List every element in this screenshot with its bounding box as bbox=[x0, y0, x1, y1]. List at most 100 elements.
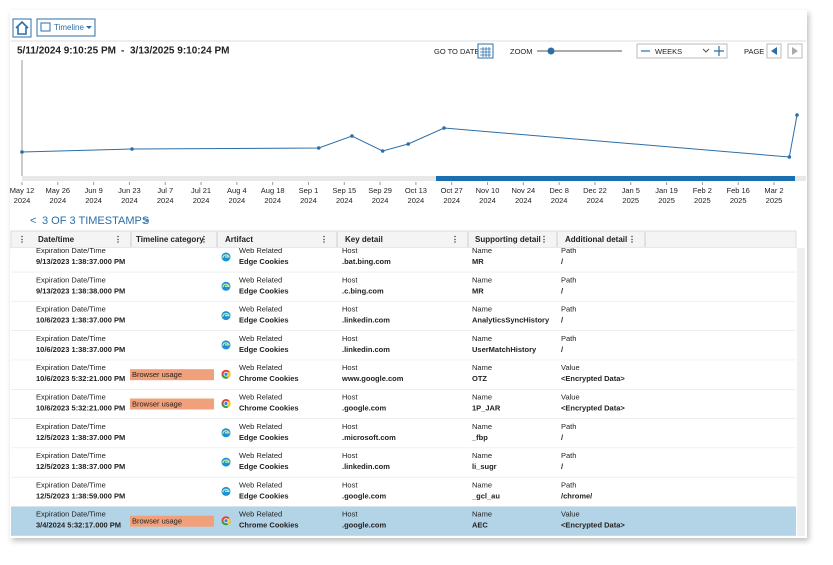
table-row[interactable]: Expiration Date/Time 3/4/2024 5:32:17.000… bbox=[11, 506, 796, 536]
cell-supporting: li_sugr bbox=[472, 462, 497, 471]
table-row[interactable]: Expiration Date/Time 10/6/2023 5:32:21.00… bbox=[11, 360, 796, 390]
page-label: PAGE bbox=[744, 47, 764, 56]
cell-artifact: Edge Cookies bbox=[239, 345, 289, 354]
cell-date: 9/13/2023 1:38:38.000 PM bbox=[36, 286, 125, 295]
x-tick-year: 2024 bbox=[479, 196, 496, 205]
cell-date-label: Expiration Date/Time bbox=[36, 305, 106, 314]
cell-key-label: Host bbox=[342, 305, 358, 314]
cell-key: .microsoft.com bbox=[342, 433, 396, 442]
cell-date-label: Expiration Date/Time bbox=[36, 510, 106, 519]
cell-supporting-label: Name bbox=[472, 510, 492, 519]
col-menu: ⋮ bbox=[200, 235, 208, 244]
table-row[interactable]: Expiration Date/Time 12/5/2023 1:38:37.00… bbox=[11, 448, 796, 478]
cell-additional: / bbox=[561, 345, 564, 354]
x-tick-year: 2024 bbox=[515, 196, 532, 205]
cell-key-label: Host bbox=[342, 510, 358, 519]
cell-date-label: Expiration Date/Time bbox=[36, 480, 106, 489]
cell-key: .linkedin.com bbox=[342, 316, 390, 325]
browser-icon bbox=[222, 342, 230, 347]
cell-date: 12/5/2023 1:38:37.000 PM bbox=[36, 433, 125, 442]
view-dropdown[interactable] bbox=[36, 18, 96, 37]
cell-key-label: Host bbox=[342, 363, 358, 372]
scrollbar bbox=[22, 176, 806, 181]
nav-next[interactable]: > bbox=[143, 215, 149, 227]
x-tick-label: Sep 1 bbox=[299, 186, 319, 195]
cell-supporting-label: Name bbox=[472, 246, 492, 255]
cell-supporting-label: Name bbox=[472, 363, 492, 372]
x-tick-year: 2024 bbox=[49, 196, 66, 205]
cell-supporting: MR bbox=[472, 257, 484, 266]
table-row[interactable]: Expiration Date/Time 10/6/2023 1:38:37.00… bbox=[11, 301, 796, 332]
unit-box bbox=[636, 43, 728, 59]
zoom-knob[interactable] bbox=[547, 47, 555, 55]
cell-date-label: Expiration Date/Time bbox=[36, 422, 106, 431]
category-tag bbox=[130, 398, 214, 410]
cell-key-label: Host bbox=[342, 246, 358, 255]
cell-date-label: Expiration Date/Time bbox=[36, 334, 106, 343]
x-tick-year: 2024 bbox=[300, 196, 317, 205]
x-tick-label: Sep 29 bbox=[368, 186, 392, 195]
cell-additional-label: Value bbox=[561, 363, 580, 372]
browser-icon bbox=[222, 312, 230, 317]
table-row[interactable]: Expiration Date/Time 10/6/2023 5:32:21.00… bbox=[11, 389, 796, 420]
cell-date: 10/6/2023 1:38:37.000 PM bbox=[36, 345, 125, 354]
cell-additional: / bbox=[561, 462, 564, 471]
x-tick-label: Oct 27 bbox=[441, 186, 463, 195]
cell-artifact-type: Web Related bbox=[239, 392, 282, 401]
dropdown-arrow bbox=[86, 26, 92, 29]
cell-additional-label: Path bbox=[561, 246, 576, 255]
plus-button[interactable] bbox=[714, 46, 724, 56]
x-tick-year: 2024 bbox=[264, 196, 281, 205]
cell-additional: / bbox=[561, 257, 564, 266]
table-row[interactable]: Expiration Date/Time 12/5/2023 1:38:37.00… bbox=[11, 418, 796, 449]
cell-date: 10/6/2023 5:32:21.000 PM bbox=[36, 403, 125, 412]
browser-icon bbox=[222, 459, 230, 464]
cell-date-label: Expiration Date/Time bbox=[36, 275, 106, 284]
cell-category: Browser usage bbox=[132, 370, 182, 379]
unit-label[interactable]: WEEKS bbox=[655, 47, 682, 56]
timeline-point bbox=[350, 134, 354, 138]
range-end: 3/13/2025 9:10:24 PM bbox=[130, 46, 230, 57]
nav-prev[interactable]: < bbox=[30, 215, 36, 227]
prev-arrow bbox=[771, 47, 777, 55]
x-tick-label: Aug 4 bbox=[227, 186, 247, 195]
cell-key-label: Host bbox=[342, 422, 358, 431]
cell-key: .linkedin.com bbox=[342, 345, 390, 354]
next-arrow bbox=[792, 47, 798, 55]
table-row[interactable]: Expiration Date/Time 9/13/2023 1:38:37.00… bbox=[11, 243, 796, 273]
timeline-point bbox=[316, 146, 321, 150]
timeline-point bbox=[130, 147, 134, 151]
x-tick-label: Oct 13 bbox=[405, 186, 427, 195]
cell-supporting: UserMatchHistory bbox=[472, 345, 537, 354]
column-header: Supporting detail bbox=[475, 235, 541, 244]
x-tick-label: Jun 23 bbox=[118, 186, 141, 195]
table-row[interactable]: Expiration Date/Time 12/5/2023 1:38:59.00… bbox=[11, 477, 796, 508]
x-tick-label: May 12 bbox=[10, 186, 35, 195]
x-tick-label: Feb 2 bbox=[693, 186, 712, 195]
cell-artifact-type: Web Related bbox=[239, 451, 282, 460]
x-tick-label: Sep 15 bbox=[332, 186, 356, 195]
cell-artifact: Edge Cookies bbox=[239, 462, 289, 471]
row-bg bbox=[11, 389, 796, 419]
timeline-point bbox=[787, 155, 792, 159]
table-row[interactable]: Expiration Date/Time 9/13/2023 1:38:38.00… bbox=[11, 272, 796, 303]
cell-additional-label: Path bbox=[561, 275, 576, 284]
browser-icon bbox=[222, 488, 230, 493]
cell-additional: /chrome/ bbox=[561, 491, 593, 500]
timeline-point bbox=[795, 113, 799, 117]
x-tick-year: 2024 bbox=[336, 196, 353, 205]
browser-icon bbox=[223, 371, 229, 377]
cell-date: 10/6/2023 1:38:37.000 PM bbox=[36, 316, 125, 325]
row-bg bbox=[11, 360, 796, 390]
browser-icon bbox=[222, 254, 230, 259]
scroll-thumb[interactable] bbox=[436, 176, 795, 181]
cell-supporting: AEC bbox=[472, 521, 488, 530]
x-tick-label: Jul 21 bbox=[191, 186, 211, 195]
cell-supporting-label: Name bbox=[472, 305, 492, 314]
table-row[interactable]: Expiration Date/Time 10/6/2023 1:38:37.00… bbox=[11, 330, 796, 361]
calendar-button[interactable] bbox=[477, 43, 494, 59]
cell-key: .google.com bbox=[342, 403, 387, 412]
row-bg bbox=[11, 301, 796, 331]
col-menu: ⋮ bbox=[114, 235, 122, 244]
x-tick-label: Nov 24 bbox=[511, 186, 535, 195]
